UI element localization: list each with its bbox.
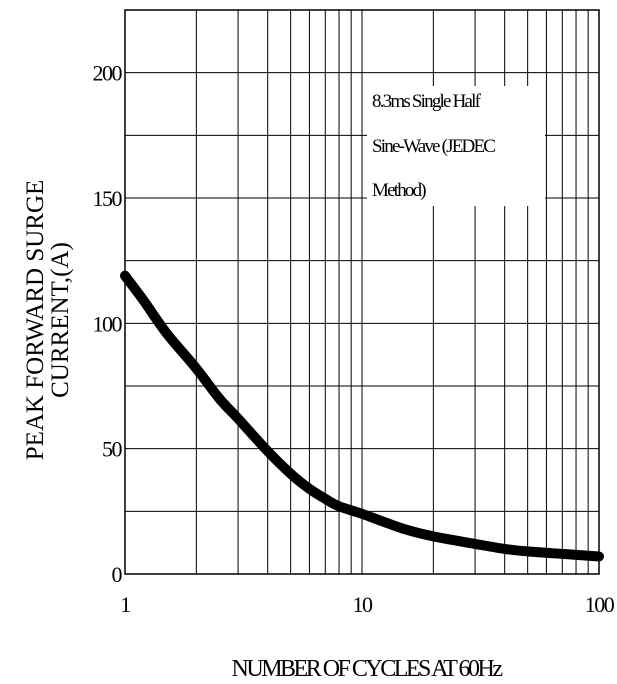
y-tick-labels: 0 50 100 150 200: [93, 61, 125, 587]
x-tick-label: 10: [353, 592, 374, 617]
y-tick-label: 200: [93, 61, 123, 86]
x-tick-labels: 1 10 100: [120, 592, 616, 617]
x-tick-label: 100: [585, 592, 615, 617]
annotation-background: [367, 86, 545, 206]
y-tick-label: 150: [93, 186, 123, 211]
annotation-line-1: 8.3ms Single Half: [372, 91, 482, 112]
y-axis-label-line-2: CURRENT,(A): [47, 242, 74, 398]
y-tick-label: 50: [102, 437, 123, 462]
y-tick-label: 0: [112, 562, 123, 587]
y-tick-label: 100: [93, 311, 123, 336]
annotation: 8.3ms Single Half Sine-Wave (JEDEC Metho…: [367, 86, 545, 206]
y-axis-label-line-1: PEAK FORWARD SURGE: [22, 180, 49, 461]
annotation-line-2: Sine-Wave (JEDEC: [372, 136, 495, 157]
plot-frame: [124, 9, 600, 575]
series-line: [120, 270, 604, 562]
annotation-line-3: Method): [372, 180, 426, 201]
x-axis-label: NUMBER OF CYCLES AT 60Hz: [232, 656, 503, 682]
x-tick-label: 1: [120, 592, 130, 617]
